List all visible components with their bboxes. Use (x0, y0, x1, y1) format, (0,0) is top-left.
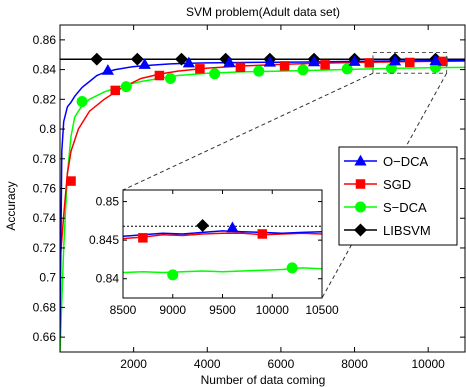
marker-sgd (235, 62, 246, 73)
marker-s-dca (209, 68, 221, 80)
marker-libsvm (175, 52, 188, 66)
y-tick-label: 0.8 (39, 122, 56, 136)
legend-label-libsvm: LIBSVM (383, 223, 431, 238)
marker-sgd (66, 176, 76, 186)
x-tick-label: 8000 (341, 357, 368, 371)
x-tick-label: 4000 (194, 357, 221, 371)
marker-o-dca (223, 56, 236, 67)
y-tick-label: 0.86 (33, 33, 57, 47)
marker-o-dca (388, 54, 402, 66)
legend: O−DCA SGD S−DCA LIBSVM (338, 146, 458, 246)
marker-sgd (195, 64, 205, 74)
y-tick-label: 0.68 (33, 300, 57, 314)
x-tick-label: 6000 (268, 357, 295, 371)
marker-o-dca (429, 54, 442, 66)
inset-x-tick-label: 10000 (256, 303, 290, 317)
marker-o-dca (138, 58, 151, 69)
marker-o-dca (101, 64, 114, 75)
inset-marker-sgd (257, 229, 268, 239)
x-tick-label: 10000 (411, 357, 445, 371)
inset-line-o-dca (123, 230, 322, 238)
inset-marker-s-dca (286, 262, 298, 274)
inset-series-markers (138, 219, 298, 281)
y-tick-label: 0.76 (33, 182, 57, 196)
marker-s-dca (297, 64, 309, 76)
y-tick-label: 0.78 (33, 152, 57, 166)
marker-o-dca (348, 55, 361, 66)
legend-label-o-dca: O−DCA (383, 154, 428, 169)
zoom-box (372, 51, 448, 74)
inset-line-sgd (123, 232, 322, 240)
inset-x-tick-label: 9500 (209, 303, 236, 317)
zoom-guide-line (122, 72, 374, 191)
marker-sgd (154, 70, 165, 81)
inset-x-tick-label: 8500 (110, 303, 137, 317)
inset-marker-s-dca (167, 269, 179, 281)
marker-o-dca (263, 55, 276, 67)
series-line-o-dca (60, 59, 465, 338)
inset-x-tick-label: 9000 (159, 303, 186, 317)
inset-marker-libsvm (196, 219, 210, 232)
marker-s-dca (76, 96, 88, 108)
marker-sgd (110, 85, 120, 96)
y-tick-label: 0.66 (33, 330, 57, 344)
inset-marker-o-dca (226, 221, 239, 233)
inset-y-tick-label: 0.845 (89, 233, 119, 247)
inset-plot-area: 8500 9000 9500 10000 10500 0.84 0.845 0.85 (89, 189, 339, 317)
marker-libsvm (130, 52, 144, 66)
marker-sgd (364, 58, 375, 68)
marker-s-dca (164, 73, 176, 85)
legend-marker-s-dca (355, 201, 366, 213)
legend-label-s-dca: S−DCA (383, 200, 427, 215)
legend-marker-libsvm (354, 223, 367, 237)
inset-marker-sgd (138, 233, 148, 243)
marker-sgd (320, 60, 330, 70)
marker-s-dca (341, 63, 353, 75)
inset-x-tick-label: 10500 (305, 303, 339, 317)
inset-background (123, 190, 322, 298)
chart-title: SVM problem(Adult data set) (186, 5, 340, 19)
marker-o-dca (307, 55, 321, 67)
inset-y-tick-label: 0.85 (96, 195, 120, 209)
inset-y-tick-label: 0.84 (96, 272, 120, 286)
y-tick-label: 0.82 (33, 92, 57, 106)
marker-o-dca (182, 56, 195, 68)
y-tick-label: 0.74 (33, 211, 57, 225)
y-tick-label: 0.72 (33, 241, 57, 255)
marker-s-dca (253, 65, 265, 77)
marker-s-dca (120, 81, 132, 93)
y-tick-label: 0.84 (33, 63, 57, 77)
y-tick-label: 0.7 (39, 271, 56, 285)
marker-libsvm (90, 52, 104, 66)
x-axis-label: Number of data coming (201, 373, 326, 387)
x-tick-label: 2000 (120, 357, 147, 371)
legend-marker-o-dca (354, 154, 367, 166)
legend-label-sgd: SGD (383, 177, 411, 192)
y-axis-label: Accuracy (4, 181, 18, 230)
legend-marker-sgd (355, 179, 366, 189)
marker-sgd (279, 61, 290, 71)
marker-sgd (405, 57, 415, 68)
main-series-markers (66, 52, 448, 186)
